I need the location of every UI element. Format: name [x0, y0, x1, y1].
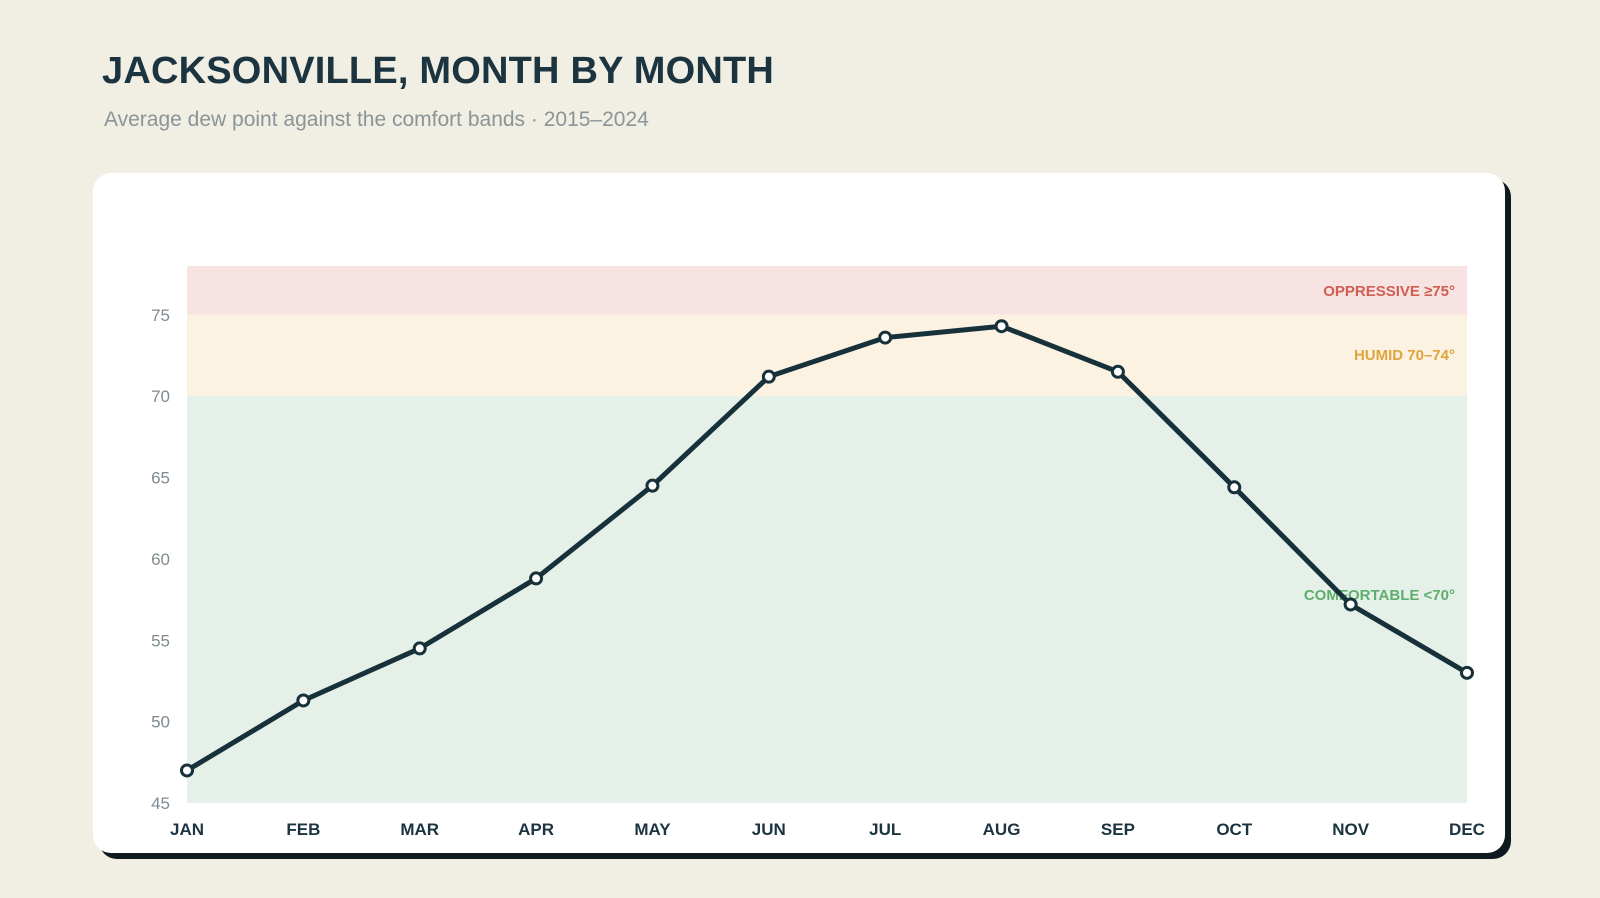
series-line: [184, 323, 1470, 773]
x-tick-label: JAN: [170, 820, 204, 839]
y-axis: 45 50 55 60 65 70 75: [151, 306, 170, 813]
dew-point-series: [180, 319, 1474, 778]
band-2: [187, 396, 1467, 803]
data-point-jun: [761, 369, 776, 384]
y-tick-label: 65: [151, 469, 170, 488]
x-tick-label: NOV: [1332, 820, 1370, 839]
y-tick-label: 70: [151, 387, 170, 406]
x-tick-label: MAR: [400, 820, 439, 839]
x-tick-label: JUL: [869, 820, 901, 839]
band-label-2: COMFORTABLE <70°: [1304, 587, 1455, 604]
dew-point-line-chart: OPPRESSIVE ≥75° HUMID 70–74° COMFORTABLE <…: [151, 266, 1485, 839]
x-tick-label: JUN: [752, 820, 786, 839]
chart-card: OPPRESSIVE ≥75° HUMID 70–74° COMFORTABLE <…: [93, 173, 1505, 853]
x-tick-label: OCT: [1216, 820, 1253, 839]
data-point-mar: [412, 641, 427, 656]
x-tick-label: SEP: [1101, 820, 1135, 839]
x-tick-label: FEB: [286, 820, 320, 839]
data-point-nov: [1343, 597, 1358, 612]
data-point-dec: [1460, 665, 1474, 680]
data-point-oct: [1227, 480, 1242, 495]
x-axis: JAN FEB MAR APR MAY JUN JUL AUG SEP OCT NOV DEC: [170, 820, 1485, 839]
band-label-0: OPPRESSIVE ≥75°: [1323, 283, 1455, 300]
page-subtitle: Average dew point against the comfort ba…: [104, 108, 649, 131]
x-tick-label: AUG: [983, 820, 1021, 839]
y-tick-label: 75: [151, 306, 170, 325]
y-tick-label: 60: [151, 550, 170, 569]
x-tick-label: MAY: [634, 820, 671, 839]
y-tick-label: 50: [151, 713, 170, 732]
data-point-apr: [529, 571, 544, 586]
y-tick-label: 55: [151, 631, 170, 650]
comfort-band-labels: OPPRESSIVE ≥75° HUMID 70–74° COMFORTABLE <…: [1304, 283, 1455, 604]
band-label-1: HUMID 70–74°: [1354, 347, 1455, 364]
data-point-jul: [878, 330, 893, 345]
page-title: JACKSONVILLE, MONTH BY MONTH: [102, 50, 775, 92]
data-point-aug: [994, 319, 1009, 334]
x-tick-label: APR: [518, 820, 554, 839]
x-tick-label: DEC: [1449, 820, 1485, 839]
y-tick-label: 45: [151, 794, 170, 813]
data-point-feb: [296, 693, 311, 708]
band-0: [187, 266, 1467, 315]
data-point-sep: [1110, 364, 1125, 379]
comfort-bands: [187, 266, 1467, 803]
data-point-may: [645, 478, 660, 493]
data-point-jan: [180, 763, 194, 778]
